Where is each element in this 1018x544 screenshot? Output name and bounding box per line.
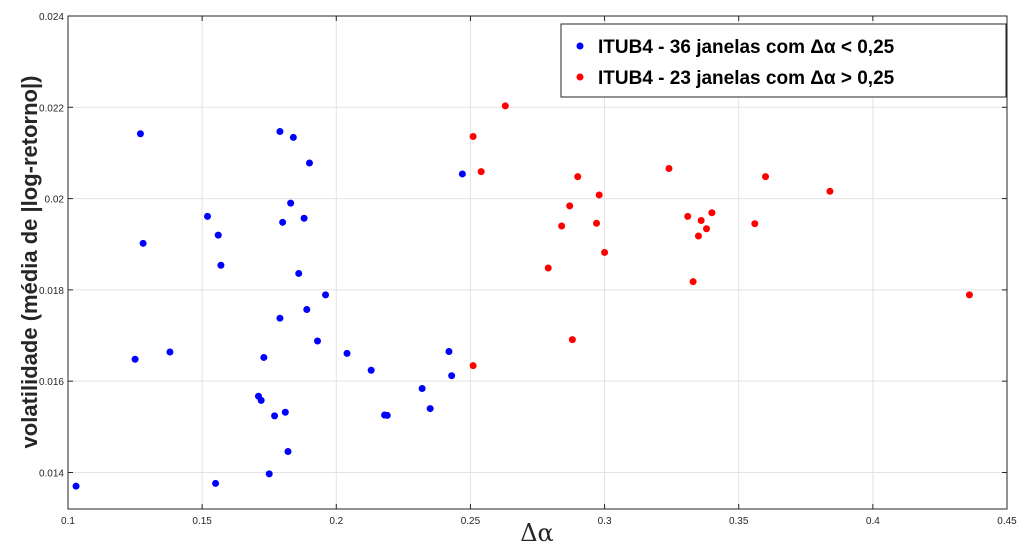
red-data-point: [544, 264, 552, 272]
y-tick-label: 0.02: [45, 195, 65, 206]
red-data-point: [708, 209, 716, 217]
y-tick-label: 0.014: [39, 468, 64, 479]
plot-frame: [67, 15, 1008, 510]
red-data-point: [697, 217, 705, 225]
y-tick-label: 0.018: [39, 286, 64, 297]
blue-data-point: [300, 214, 308, 222]
legend-box: [560, 23, 1007, 98]
red-data-point: [762, 173, 770, 181]
red-data-point: [665, 164, 673, 172]
x-tick-label: 0.3: [598, 516, 612, 527]
legend-marker-blue: [576, 42, 584, 50]
blue-data-point: [322, 291, 330, 299]
red-data-point: [751, 220, 759, 228]
legend-marker-red: [576, 73, 584, 81]
x-tick-label: 0.25: [461, 516, 481, 527]
y-axis-ticks: 0.014 0.016 0.018 0.02 0.022 0.024: [39, 12, 1007, 479]
blue-data-point: [281, 408, 289, 416]
blue-data-point: [448, 372, 456, 380]
blue-data-point: [257, 396, 265, 404]
red-data-point: [595, 191, 603, 199]
red-data-point: [566, 202, 574, 210]
blue-data-point: [445, 348, 453, 356]
blue-data-point: [383, 411, 391, 419]
red-data-point: [601, 248, 609, 256]
x-axis-label: Δα: [520, 519, 554, 544]
legend-label-blue: ITUB4 - 36 janelas com Δα < 0,25: [598, 37, 895, 58]
y-tick-label: 0.016: [39, 377, 64, 388]
y-tick-label: 0.024: [39, 12, 64, 23]
y-axis-label: volatilidade (média de |log-retorno|): [17, 76, 42, 449]
y-tick-label: 0.022: [39, 103, 64, 114]
blue-data-point: [284, 447, 292, 455]
blue-data-point: [260, 353, 268, 361]
blue-data-point: [426, 405, 434, 413]
red-data-point: [469, 362, 477, 370]
blue-data-point: [343, 349, 351, 357]
blue-data-point: [72, 482, 80, 490]
blue-data-point: [166, 348, 174, 356]
blue-data-point: [131, 355, 139, 363]
legend-label-red: ITUB4 - 23 janelas com Δα > 0,25: [598, 68, 895, 89]
blue-data-point: [204, 212, 212, 220]
blue-data-point: [212, 479, 220, 487]
x-tick-label: 0.45: [997, 516, 1017, 527]
x-tick-label: 0.4: [866, 516, 880, 527]
blue-data-point: [303, 306, 311, 314]
red-data-point: [469, 133, 477, 141]
red-data-point: [694, 232, 702, 240]
red-data-point: [965, 291, 973, 299]
blue-data-point: [265, 470, 273, 478]
blue-data-point: [279, 218, 287, 226]
blue-data-point: [418, 384, 426, 392]
blue-data-point: [276, 314, 284, 322]
red-data-point: [826, 187, 834, 195]
blue-data-point: [276, 127, 284, 135]
red-data-point: [477, 168, 485, 176]
red-data-point: [593, 219, 601, 227]
x-axis-ticks: 0.1 0.15 0.2 0.25 0.3 0.35 0.4 0.45: [61, 16, 1017, 527]
blue-data-point: [139, 239, 147, 247]
blue-data-point: [217, 261, 225, 269]
red-data-point: [574, 173, 582, 181]
blue-data-point: [287, 199, 295, 207]
x-tick-label: 0.35: [729, 516, 749, 527]
blue-data-point: [305, 159, 313, 167]
blue-data-point: [295, 269, 303, 277]
data-points: [72, 102, 973, 490]
x-tick-label: 0.1: [61, 516, 75, 527]
red-data-point: [703, 225, 711, 233]
red-data-point: [558, 222, 566, 230]
grid-lines: [68, 16, 1007, 509]
x-tick-label: 0.15: [192, 516, 212, 527]
blue-data-point: [271, 412, 279, 420]
blue-data-point: [367, 366, 375, 374]
red-data-point: [689, 278, 697, 286]
red-data-point: [684, 212, 692, 220]
blue-data-point: [214, 231, 222, 239]
red-data-point: [501, 102, 509, 110]
blue-data-point: [458, 170, 466, 178]
plot-area: [68, 16, 1007, 509]
blue-data-point: [136, 130, 144, 138]
blue-data-point: [289, 133, 297, 141]
blue-data-point: [314, 337, 322, 345]
x-tick-label: 0.2: [329, 516, 343, 527]
legend: ITUB4 - 36 janelas com Δα < 0,25 ITUB4 -…: [560, 23, 1007, 98]
red-data-point: [568, 336, 576, 344]
